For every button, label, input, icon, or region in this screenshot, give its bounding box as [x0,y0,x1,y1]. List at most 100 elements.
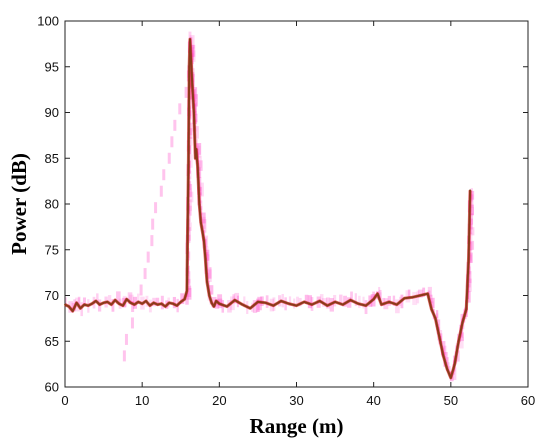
data-point [114,299,117,301]
noise-speck [456,350,460,362]
y-axis-label: Power (dB) [7,153,31,255]
noise-speck [319,294,324,303]
noise-speck [288,296,292,307]
noise-speck [381,297,386,306]
noise-speck [362,296,365,309]
data-point [453,363,456,365]
x-tick-label: 50 [444,393,458,408]
noise-speck [139,284,143,296]
data-point [411,296,414,299]
noise-speck [354,293,357,307]
data-point [233,299,236,301]
data-point [160,302,163,305]
data-point [71,310,74,312]
noise-speck [372,291,376,301]
noise-speck [188,191,194,203]
noise-speck [172,296,176,309]
data-point [467,258,470,260]
x-tick-label: 20 [212,393,226,408]
noise-speck [189,35,195,49]
noise-speck [64,297,67,307]
data-point [164,305,167,308]
noise-speck [191,47,195,61]
data-point [226,305,228,308]
noise-speck [188,222,192,231]
noise-speck [198,160,203,171]
data-point [295,304,298,307]
noise-speck [296,296,299,306]
data-point [426,292,429,295]
noise-speck [150,235,154,247]
noise-speck [343,295,347,307]
data-point [208,294,211,297]
data-point [190,61,193,64]
noise-speck [151,218,155,230]
data-point [64,303,66,306]
data-point [215,300,218,302]
data-point [430,308,433,311]
noise-speck [256,298,260,312]
noise-speck [205,249,210,261]
data-point [210,301,213,304]
noise-speck [155,297,160,306]
noise-speck [196,145,201,158]
noise-speck [234,292,240,304]
noise-speck [154,202,158,214]
data-point [218,302,221,305]
data-point [206,280,208,283]
noise-speck [307,295,312,309]
noise-speck [178,103,182,115]
data-point [318,300,321,302]
noise-speck [194,102,197,116]
noise-speck [188,160,192,174]
noise-speck [418,289,423,298]
data-point [133,303,136,306]
noise-speck [469,190,475,200]
x-tick-label: 60 [521,393,535,408]
noise-speck [265,295,269,308]
noise-speck [173,119,177,131]
noise-speck [202,219,207,233]
noise-speck [468,261,472,274]
data-point [365,304,367,307]
noise-speck [190,44,194,58]
noise-speck [200,212,206,224]
x-tick-label: 40 [366,393,380,408]
noise-speck [325,297,330,309]
noise-speck [96,293,99,303]
data-point [249,307,252,310]
axis-ticks: 0 10 20 30 40 50 60 60 65 70 75 80 85 90 95 100 [37,14,535,409]
data-point [191,84,194,86]
noise-speck [124,333,128,345]
data-point [195,148,198,151]
noise-speck [159,185,163,197]
x-tick-label: 0 [61,393,68,408]
data-point [395,303,398,306]
noise-speck [193,94,198,107]
noise-speck [187,251,191,261]
noise-speck [170,136,174,148]
noise-speck [195,126,199,139]
noise-speck [469,227,475,236]
data-point [68,305,70,308]
data-point [102,301,105,304]
pink-noise-band [64,31,475,382]
data-point [141,302,144,305]
data-point [189,38,191,41]
noise-speck [187,274,190,286]
data-point [380,303,383,306]
noise-speck [116,291,121,304]
noise-speck [469,240,475,250]
noise-speck [204,235,209,247]
noise-speck [188,154,193,168]
noise-speck [128,294,134,305]
series-line [64,38,472,379]
plot-area-frame [64,20,529,388]
x-tick-label: 30 [289,393,303,408]
noise-speck [188,210,191,223]
y-tick-label: 75 [45,242,59,257]
noise-speck [358,295,361,309]
data-point [75,301,78,304]
noise-speck [204,246,209,256]
data-point [446,367,448,370]
